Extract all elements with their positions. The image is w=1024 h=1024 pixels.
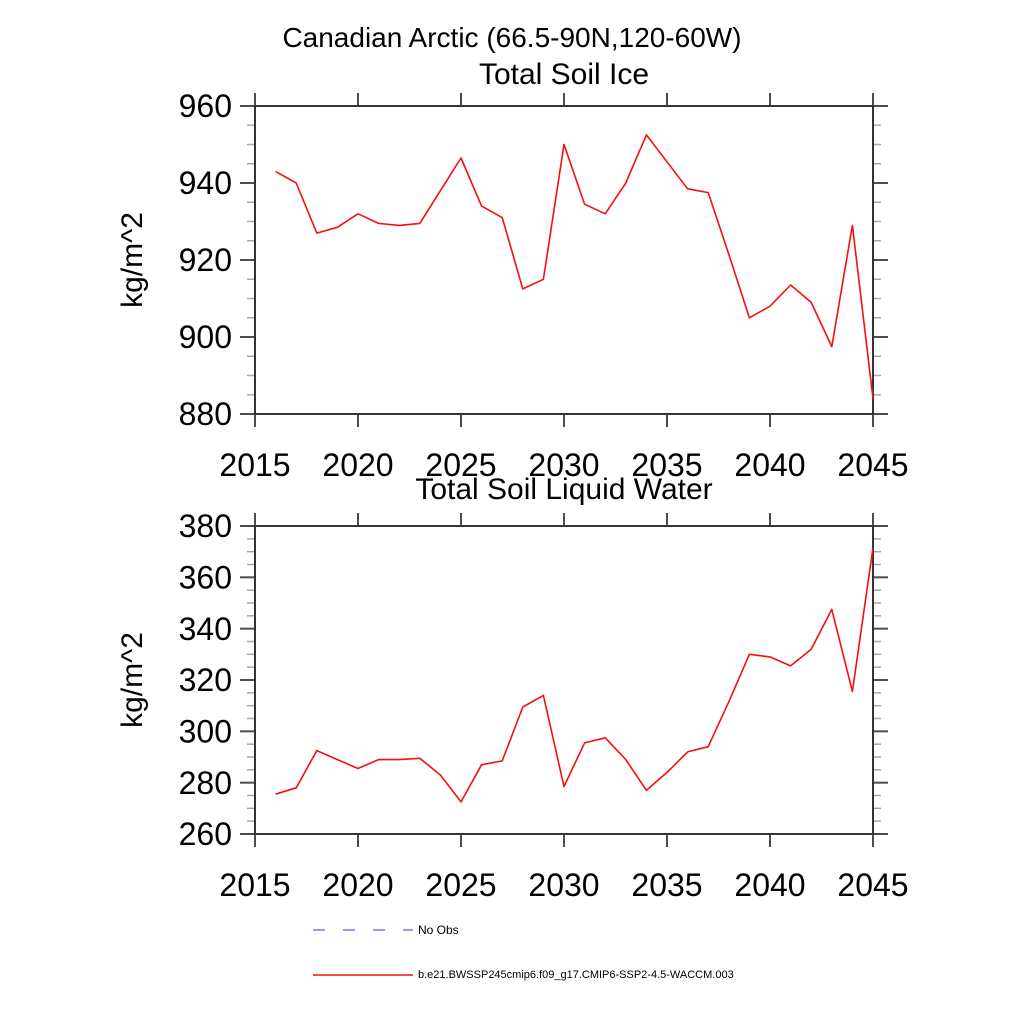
x-tick-label: 2040 [734, 867, 805, 903]
x-tick-label: 2045 [837, 867, 908, 903]
y-tick-label: 260 [179, 816, 232, 852]
x-tick-label: 2030 [528, 447, 599, 483]
plot-frame [254, 525, 874, 835]
y-tick-label: 920 [179, 242, 232, 278]
y-tick-label: 900 [179, 319, 232, 355]
legend-label-model-run: b.e21.BWSSP245cmip6.f09_g17.CMIP6-SSP2-4… [418, 969, 734, 981]
chart-title-total-soil-ice: Total Soil Ice [478, 58, 650, 91]
x-tick-label: 2035 [631, 447, 702, 483]
x-tick-label: 2015 [219, 447, 290, 483]
legend-label-no-obs: No Obs [418, 923, 459, 937]
data-line [275, 134, 874, 399]
x-tick-label: 2025 [425, 447, 496, 483]
y-tick-label: 300 [179, 714, 232, 750]
chart-title-total-soil-liquid-water: Total Soil Liquid Water [415, 473, 713, 506]
x-tick-label: 2040 [734, 447, 805, 483]
y-tick-label: 340 [179, 611, 232, 647]
x-tick-label: 2035 [631, 867, 702, 903]
data-line [275, 547, 874, 803]
y-tick-label: 280 [179, 765, 232, 801]
x-tick-label: 2030 [528, 867, 599, 903]
figure-title: Canadian Arctic (66.5-90N,120-60W) [282, 22, 742, 53]
x-tick-label: 2045 [837, 447, 908, 483]
y-tick-label: 360 [179, 560, 232, 596]
x-tick-label: 2020 [322, 447, 393, 483]
y-tick-label: 320 [179, 662, 232, 698]
x-tick-label: 2020 [322, 867, 393, 903]
y-tick-label: 880 [179, 396, 232, 432]
plot-frame [254, 105, 874, 415]
x-tick-label: 2015 [219, 867, 290, 903]
y-tick-label: 380 [179, 508, 232, 544]
x-tick-label: 2025 [425, 867, 496, 903]
y-tick-label: 960 [179, 88, 232, 124]
y-tick-label: 940 [179, 165, 232, 201]
